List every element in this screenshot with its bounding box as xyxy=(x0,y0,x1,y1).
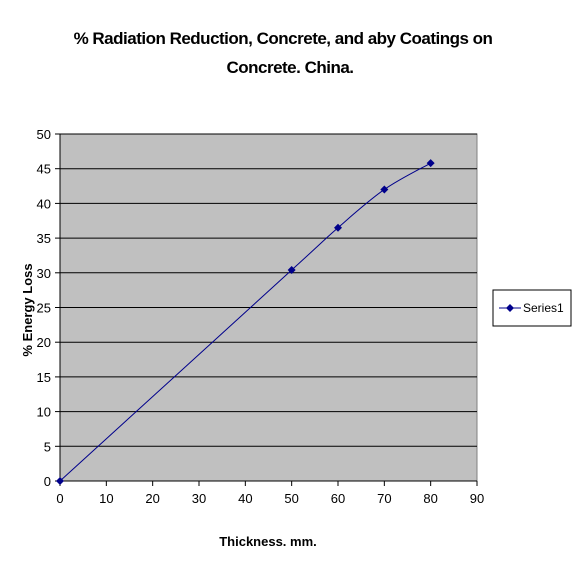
x-tick-label: 70 xyxy=(377,491,391,506)
data-point xyxy=(287,266,296,275)
y-tick-label: 40 xyxy=(37,196,51,211)
x-tick-label: 20 xyxy=(145,491,159,506)
x-tick-label: 30 xyxy=(192,491,206,506)
x-tick-label: 90 xyxy=(470,491,484,506)
x-tick-label: 80 xyxy=(423,491,437,506)
legend: Series1 xyxy=(492,289,572,327)
y-axis-ticks: 0 5 10 15 20 25 30 35 40 45 50 xyxy=(37,127,60,489)
grid-lines xyxy=(60,133,477,447)
x-tick-label: 40 xyxy=(238,491,252,506)
y-tick-label: 25 xyxy=(37,301,51,316)
legend-series-label: Series1 xyxy=(523,301,564,315)
legend-series-marker xyxy=(506,304,514,312)
x-tick-label: 10 xyxy=(99,491,113,506)
chart-title-line-1: % Radiation Reduction, Concrete, and aby… xyxy=(74,29,493,48)
data-point xyxy=(334,223,342,232)
y-tick-label: 10 xyxy=(37,405,51,420)
y-tick-label: 15 xyxy=(37,370,51,385)
x-tick-label: 0 xyxy=(56,491,63,506)
y-tick-label: 50 xyxy=(37,127,51,142)
data-point xyxy=(426,159,435,168)
series-layer xyxy=(56,159,435,485)
chart-title-line-2: Concrete. China. xyxy=(226,58,353,77)
x-tick-label: 50 xyxy=(284,491,298,506)
y-tick-label: 30 xyxy=(37,266,51,281)
y-axis-title: % Energy Loss xyxy=(20,263,35,356)
data-point xyxy=(380,185,389,194)
x-axis-title: Thickness. mm. xyxy=(219,534,317,549)
y-tick-label: 45 xyxy=(37,162,51,177)
data-point xyxy=(56,477,64,485)
x-tick-label: 60 xyxy=(331,491,345,506)
y-tick-label: 5 xyxy=(44,439,51,454)
x-axis-ticks: 0 10 20 30 40 50 60 70 80 90 xyxy=(56,481,484,506)
y-tick-label: 35 xyxy=(37,231,51,246)
y-tick-label: 0 xyxy=(44,474,51,489)
y-tick-label: 20 xyxy=(37,335,51,350)
